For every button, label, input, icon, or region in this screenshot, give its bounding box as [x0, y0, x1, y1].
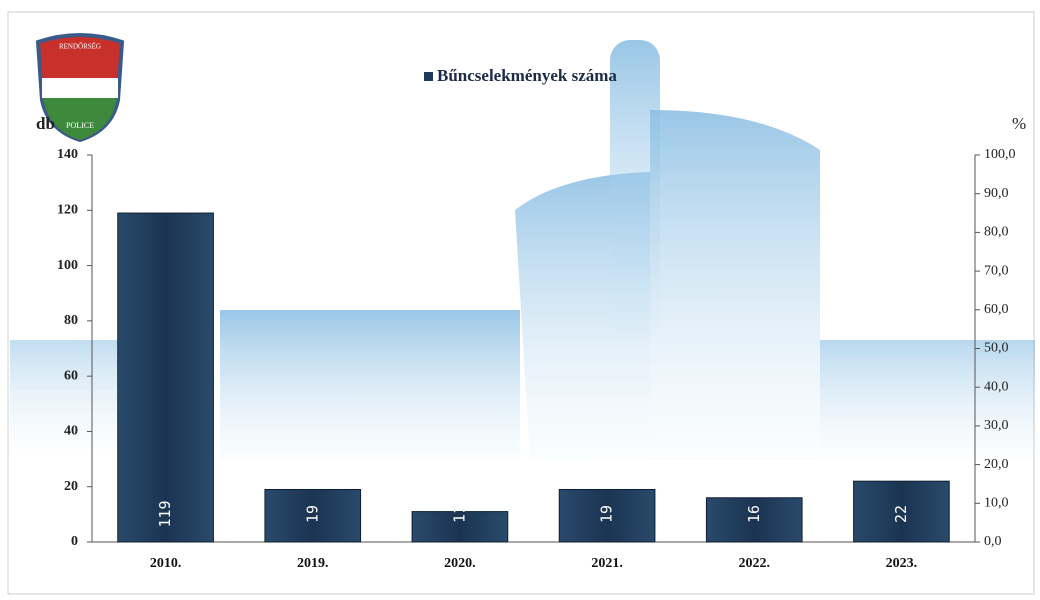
y2-tick-label: 0,0	[984, 534, 1002, 549]
x-tick-label: 2019.	[297, 556, 329, 571]
x-tick-label: 2022.	[739, 556, 771, 571]
x-tick-label: 2023.	[886, 556, 918, 571]
value-label: 119	[156, 500, 174, 527]
value-label: 19	[303, 505, 321, 523]
bar	[853, 480, 950, 543]
y2-tick-label: 50,0	[984, 341, 1009, 356]
x-tick-label: 2020.	[444, 556, 476, 571]
y2-axis-label: %	[1012, 114, 1026, 133]
value-label: 11	[450, 505, 468, 523]
y-tick-label: 140	[57, 147, 78, 162]
y2-tick-label: 40,0	[984, 379, 1009, 394]
bar	[558, 488, 656, 543]
y-axis-label: db	[36, 114, 55, 133]
background-image	[10, 40, 1035, 460]
value-label: 22	[892, 505, 910, 523]
bar	[264, 488, 362, 543]
bar	[411, 511, 509, 543]
y-tick-label: 40	[64, 424, 78, 439]
x-tick-label: 2021.	[591, 556, 623, 571]
y2-tick-label: 100,0	[984, 147, 1016, 162]
y2-tick-label: 20,0	[984, 457, 1009, 472]
logo-text: POLICE	[66, 121, 94, 130]
y2-tick-label: 60,0	[984, 302, 1009, 317]
legend-swatch	[424, 72, 433, 81]
value-label: 19	[598, 505, 616, 523]
bar	[705, 497, 803, 543]
y2-tick-label: 70,0	[984, 263, 1009, 278]
y2-tick-label: 90,0	[984, 186, 1009, 201]
logo-text: RENDŐRSÉG	[59, 43, 101, 51]
bar	[117, 212, 214, 543]
y-tick-label: 100	[57, 258, 78, 273]
y-tick-label: 20	[64, 479, 78, 494]
y2-tick-label: 80,0	[984, 225, 1009, 240]
y-tick-label: 0	[71, 534, 78, 549]
x-tick-label: 2010.	[150, 556, 182, 571]
y-tick-label: 60	[64, 368, 78, 383]
legend-label: Bűncselekmények száma	[437, 66, 617, 85]
y2-tick-label: 10,0	[984, 496, 1009, 511]
value-label: 16	[745, 505, 763, 523]
y-tick-label: 80	[64, 313, 78, 328]
logo: RENDŐRSÉG POLICE	[35, 33, 125, 143]
y2-tick-label: 30,0	[984, 418, 1009, 433]
y-tick-label: 120	[57, 203, 78, 218]
